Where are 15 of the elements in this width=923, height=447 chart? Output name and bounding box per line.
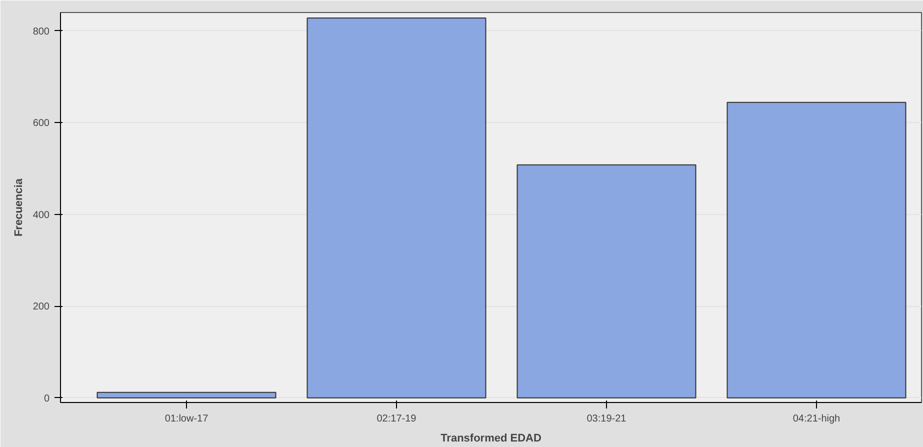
bar [96, 392, 276, 398]
y-tick-label: 600 [32, 118, 50, 130]
y-tick-label: 800 [32, 26, 50, 38]
y-axis-title: Frecuencia [12, 178, 25, 237]
x-axis-title: Transformed EDAD [440, 432, 542, 444]
bar [306, 18, 486, 398]
bar [516, 164, 696, 398]
x-tick-label: 03:19-21 [586, 414, 627, 424]
y-tick-label: 400 [32, 210, 50, 221]
x-tick-label: 01:low-17 [164, 414, 209, 424]
bar [726, 102, 906, 398]
x-tick-label: 02:17-19 [376, 414, 417, 424]
y-tick-label: 0 [44, 393, 50, 404]
x-tick-label: 04:21-high [792, 414, 840, 424]
y-tick-label: 200 [32, 302, 50, 313]
